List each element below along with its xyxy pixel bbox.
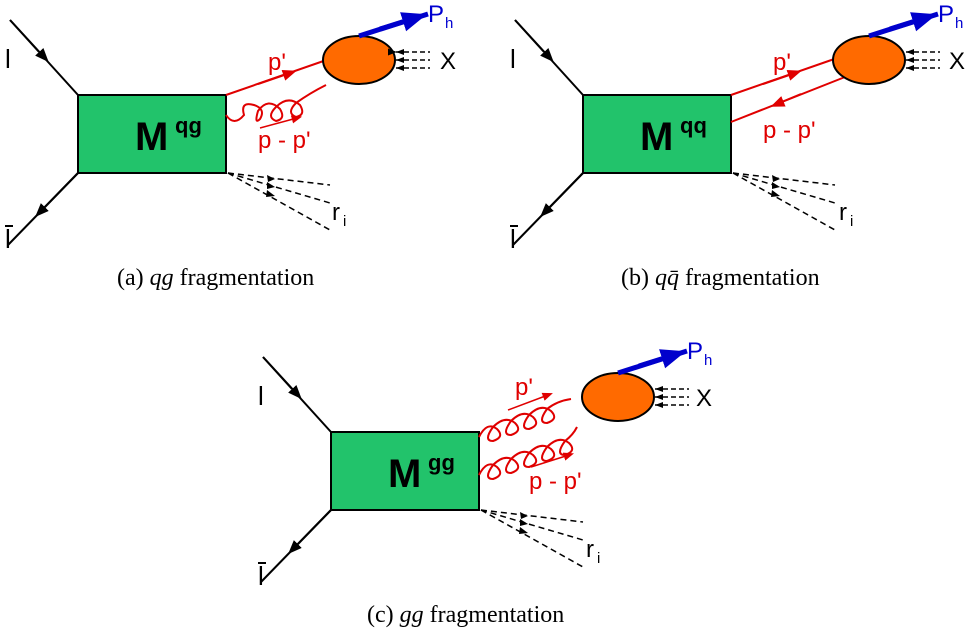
gluon-2-momentum-arrow: [530, 452, 575, 468]
box-label-superscript: gg: [428, 450, 455, 475]
remnant-arrowheads: [396, 49, 404, 71]
hadron-label-sub: h: [704, 352, 712, 369]
caption-prefix: (c): [367, 602, 400, 628]
lepton-out-label: l: [510, 224, 516, 254]
recoil-label: r: [332, 199, 340, 226]
panel-b: l l M qq p' p - p' P h X r i (b) qq̄ fra…: [510, 1, 965, 291]
antiquark-arrow: [770, 93, 802, 107]
box-label-main: M: [388, 452, 421, 496]
momentum-bottom-label: p - p': [258, 127, 311, 154]
hadron-arrow: [889, 12, 937, 32]
caption-suffix: fragmentation: [679, 265, 820, 291]
hadron-arrow: [638, 349, 686, 369]
recoil-label-sub: i: [597, 550, 600, 567]
gluon-line-2: [478, 426, 578, 481]
lepton-in-label: l: [510, 44, 516, 74]
recoil-label: r: [839, 199, 847, 226]
lepton-in-label: l: [258, 381, 264, 411]
caption-suffix: fragmentation: [424, 602, 565, 628]
box-label-superscript: qq: [680, 113, 707, 138]
momentum-top-label: p': [773, 49, 791, 76]
recoil-label-sub: i: [850, 213, 853, 230]
amplitude-box: [77, 94, 227, 174]
caption-b: (b) qq̄ fragmentation: [621, 265, 820, 291]
lepton-out-label: l: [5, 224, 11, 254]
hadron-label: P: [687, 338, 703, 365]
lepton-in-label: l: [5, 44, 11, 74]
lepton-out-arrow: [35, 172, 79, 218]
quark-arrow: [257, 69, 297, 85]
panel-c: l l M gg p' p - p' P h X r i (c) gg frag…: [258, 338, 712, 628]
recoil-arrowheads: [519, 512, 528, 534]
lepton-in-arrow: [262, 356, 302, 400]
lepton-out-label: l: [258, 561, 264, 591]
caption-italic: qg: [150, 265, 174, 291]
box-label-superscript: qg: [175, 113, 202, 138]
caption-prefix: (b): [621, 265, 655, 291]
recoil-line-1: [227, 172, 331, 186]
recoil-line-2: [227, 172, 331, 204]
momentum-bottom-label: p - p': [529, 468, 582, 495]
caption-italic: qq̄: [655, 265, 679, 291]
remnant-arrowheads: [906, 49, 914, 71]
recoil-line-3: [732, 172, 836, 231]
remnant-label: X: [440, 48, 456, 75]
panel-a: l l M qg p' p - p' P h X r: [5, 1, 456, 291]
recoil-line-1: [480, 509, 584, 523]
caption-c: (c) gg fragmentation: [367, 602, 564, 628]
amplitude-box: [330, 431, 480, 511]
recoil-line-2: [480, 509, 584, 541]
recoil-line-3: [480, 509, 584, 568]
fragmentation-blob: [322, 35, 396, 85]
hadron-label: P: [428, 1, 444, 28]
hadron-label: P: [938, 1, 954, 28]
box-label-main: M: [135, 115, 168, 159]
recoil-label: r: [586, 536, 594, 563]
fragmentation-blob: [832, 35, 906, 85]
remnant-arrowheads: [655, 386, 663, 408]
recoil-line-1: [732, 172, 836, 186]
remnant-label: X: [696, 385, 712, 412]
gluon-momentum-arrow: [259, 115, 303, 129]
fragmentation-blob: [581, 372, 655, 422]
hadron-label-sub: h: [955, 15, 963, 32]
momentum-top-label: p': [515, 374, 533, 401]
lepton-out-arrow: [540, 172, 584, 218]
recoil-arrowheads: [771, 175, 780, 197]
lepton-out-arrow: [288, 509, 332, 555]
amplitude-box: [582, 94, 732, 174]
caption-italic: gg: [400, 602, 424, 628]
quark-arrow: [762, 69, 802, 85]
recoil-arrowheads: [266, 175, 275, 197]
hadron-label-sub: h: [445, 15, 453, 32]
gluon-1-momentum-arrow: [507, 392, 553, 411]
recoil-line-2: [732, 172, 836, 204]
caption-a: (a) qg fragmentation: [117, 265, 314, 291]
hadron-arrow: [379, 12, 427, 32]
recoil-line-3: [227, 172, 331, 231]
momentum-top-label: p': [268, 49, 286, 76]
lepton-in-arrow: [9, 19, 49, 63]
box-label-main: M: [640, 115, 673, 159]
momentum-bottom-label: p - p': [763, 117, 816, 144]
caption-suffix: fragmentation: [174, 265, 315, 291]
caption-prefix: (a): [117, 265, 150, 291]
lepton-in-arrow: [514, 19, 554, 63]
recoil-label-sub: i: [343, 213, 346, 230]
gluon-line-1: [478, 398, 572, 443]
remnant-label: X: [949, 48, 965, 75]
